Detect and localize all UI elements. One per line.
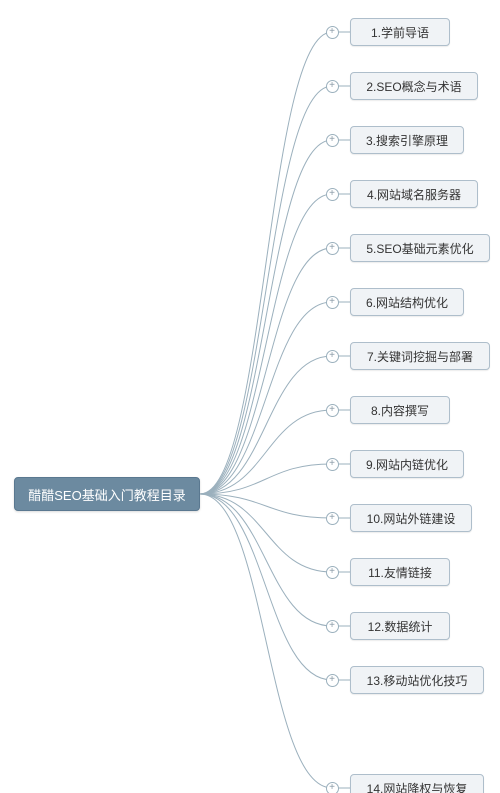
child-node[interactable]: 8.内容撰写 bbox=[350, 396, 450, 424]
child-node[interactable]: 10.网站外链建设 bbox=[350, 504, 472, 532]
expand-toggle-icon[interactable]: + bbox=[326, 350, 339, 363]
child-node[interactable]: 9.网站内链优化 bbox=[350, 450, 464, 478]
expand-toggle-icon[interactable]: + bbox=[326, 242, 339, 255]
child-node[interactable]: 14.网站降权与恢复 bbox=[350, 774, 484, 793]
expand-toggle-icon[interactable]: + bbox=[326, 26, 339, 39]
child-node-label: 12.数据统计 bbox=[368, 618, 433, 635]
child-node-label: 13.移动站优化技巧 bbox=[367, 672, 468, 689]
child-node-label: 6.网站结构优化 bbox=[366, 294, 448, 311]
expand-toggle-icon[interactable]: + bbox=[326, 188, 339, 201]
root-node-label: 醋醋SEO基础入门教程目录 bbox=[28, 485, 185, 504]
mindmap-canvas: 醋醋SEO基础入门教程目录 +1.学前导语 +2.SEO概念与术语 +3.搜索引擎原… bbox=[0, 0, 500, 793]
expand-toggle-icon[interactable]: + bbox=[326, 566, 339, 579]
child-node-label: 3.搜索引擎原理 bbox=[366, 132, 448, 149]
child-node[interactable]: 11.友情链接 bbox=[350, 558, 450, 586]
child-node-label: 14.网站降权与恢复 bbox=[367, 780, 468, 793]
root-node[interactable]: 醋醋SEO基础入门教程目录 bbox=[14, 477, 200, 511]
child-node-label: 8.内容撰写 bbox=[371, 402, 429, 419]
expand-toggle-icon[interactable]: + bbox=[326, 404, 339, 417]
child-node[interactable]: 1.学前导语 bbox=[350, 18, 450, 46]
expand-toggle-icon[interactable]: + bbox=[326, 512, 339, 525]
child-node-label: 10.网站外链建设 bbox=[367, 510, 456, 527]
expand-toggle-icon[interactable]: + bbox=[326, 296, 339, 309]
child-node[interactable]: 3.搜索引擎原理 bbox=[350, 126, 464, 154]
child-node[interactable]: 6.网站结构优化 bbox=[350, 288, 464, 316]
child-node-label: 4.网站域名服务器 bbox=[367, 186, 461, 203]
expand-toggle-icon[interactable]: + bbox=[326, 620, 339, 633]
child-node-label: 9.网站内链优化 bbox=[366, 456, 448, 473]
child-node-label: 2.SEO概念与术语 bbox=[366, 78, 461, 95]
expand-toggle-icon[interactable]: + bbox=[326, 80, 339, 93]
child-node[interactable]: 7.关键词挖掘与部署 bbox=[350, 342, 490, 370]
child-node[interactable]: 12.数据统计 bbox=[350, 612, 450, 640]
expand-toggle-icon[interactable]: + bbox=[326, 134, 339, 147]
expand-toggle-icon[interactable]: + bbox=[326, 674, 339, 687]
child-node[interactable]: 4.网站域名服务器 bbox=[350, 180, 478, 208]
child-node-label: 11.友情链接 bbox=[368, 564, 432, 581]
child-node[interactable]: 2.SEO概念与术语 bbox=[350, 72, 478, 100]
expand-toggle-icon[interactable]: + bbox=[326, 782, 339, 793]
child-node-label: 5.SEO基础元素优化 bbox=[366, 240, 473, 257]
child-node-label: 7.关键词挖掘与部署 bbox=[367, 348, 473, 365]
child-node[interactable]: 13.移动站优化技巧 bbox=[350, 666, 484, 694]
expand-toggle-icon[interactable]: + bbox=[326, 458, 339, 471]
child-node[interactable]: 5.SEO基础元素优化 bbox=[350, 234, 490, 262]
child-node-label: 1.学前导语 bbox=[371, 24, 429, 41]
